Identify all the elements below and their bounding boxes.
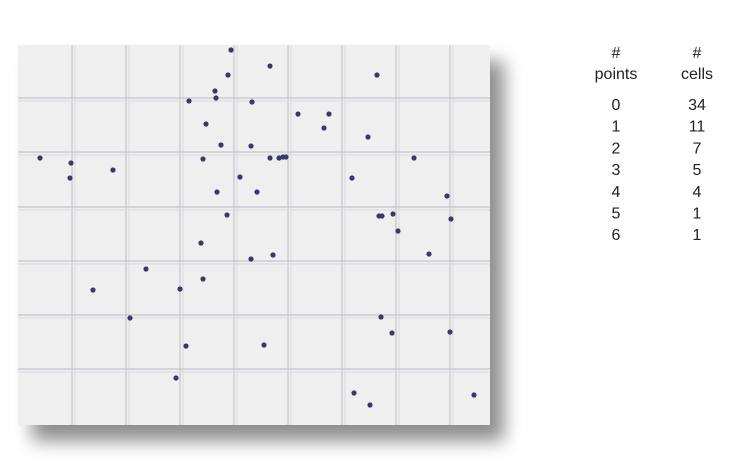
point bbox=[276, 155, 282, 161]
point bbox=[254, 189, 260, 195]
point bbox=[224, 212, 230, 218]
point bbox=[67, 175, 73, 181]
point bbox=[200, 156, 206, 162]
point-pattern bbox=[37, 47, 477, 408]
table-cell: 4 bbox=[693, 184, 702, 201]
column-header: # bbox=[612, 45, 621, 62]
point bbox=[213, 95, 219, 101]
table-cell: 1 bbox=[693, 227, 702, 244]
table-cell: 5 bbox=[612, 206, 621, 223]
point bbox=[351, 390, 357, 396]
point bbox=[365, 134, 371, 140]
point bbox=[173, 375, 179, 381]
point bbox=[218, 142, 224, 148]
point bbox=[183, 343, 189, 349]
table-cell: 5 bbox=[693, 162, 702, 179]
grid-panel bbox=[18, 45, 490, 425]
table-cell: 7 bbox=[693, 140, 702, 157]
point bbox=[37, 155, 43, 161]
point bbox=[249, 99, 255, 105]
table-cell: 11 bbox=[689, 119, 706, 136]
point bbox=[395, 228, 401, 234]
column-header: points bbox=[595, 66, 638, 83]
table-cell: 4 bbox=[612, 184, 621, 201]
point bbox=[143, 266, 149, 272]
point bbox=[283, 154, 289, 160]
column-header: cells bbox=[681, 66, 713, 83]
point bbox=[267, 63, 273, 69]
point bbox=[267, 155, 273, 161]
point bbox=[444, 193, 450, 199]
point bbox=[212, 88, 218, 94]
point bbox=[374, 72, 380, 78]
point bbox=[237, 174, 243, 180]
table-cell: 3 bbox=[612, 162, 621, 179]
point bbox=[203, 121, 209, 127]
point bbox=[90, 287, 96, 293]
point bbox=[471, 392, 477, 398]
point bbox=[248, 143, 254, 149]
point bbox=[390, 211, 396, 217]
point bbox=[270, 252, 276, 258]
point bbox=[389, 330, 395, 336]
table-cell: 0 bbox=[612, 97, 621, 114]
point bbox=[198, 240, 204, 246]
table-cell: 1 bbox=[612, 119, 621, 136]
point bbox=[426, 251, 432, 257]
point bbox=[200, 276, 206, 282]
point bbox=[110, 167, 116, 173]
point bbox=[367, 402, 373, 408]
point bbox=[248, 256, 254, 262]
table-cell: 34 bbox=[688, 97, 706, 114]
point bbox=[321, 125, 327, 131]
point bbox=[214, 189, 220, 195]
table-cell: 1 bbox=[693, 206, 702, 223]
point bbox=[225, 72, 231, 78]
point bbox=[127, 315, 133, 321]
table-cell: 6 bbox=[612, 227, 621, 244]
point bbox=[228, 47, 234, 53]
point bbox=[68, 160, 74, 166]
point bbox=[261, 342, 267, 348]
quadrat-grid bbox=[18, 45, 490, 425]
point bbox=[447, 329, 453, 335]
point bbox=[186, 98, 192, 104]
point bbox=[448, 216, 454, 222]
point bbox=[378, 314, 384, 320]
table-cell: 2 bbox=[612, 140, 621, 157]
point bbox=[379, 213, 385, 219]
point bbox=[177, 286, 183, 292]
point bbox=[411, 155, 417, 161]
point bbox=[326, 111, 332, 117]
point bbox=[295, 111, 301, 117]
point bbox=[349, 175, 355, 181]
column-header: # bbox=[693, 45, 702, 62]
